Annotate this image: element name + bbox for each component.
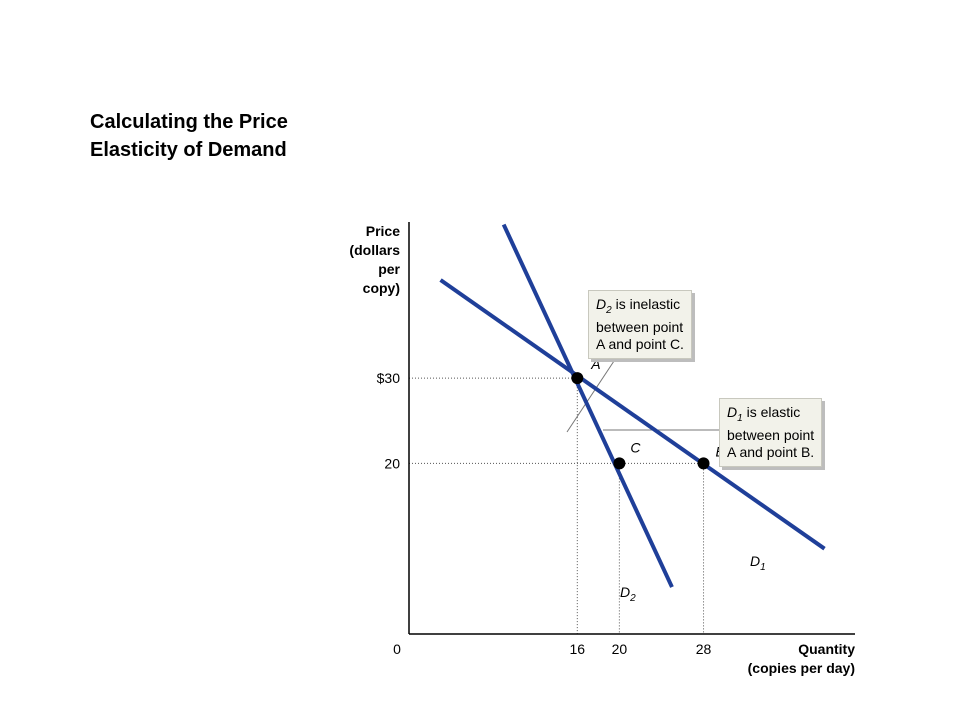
- callout-d2-line-2: between point: [596, 318, 684, 335]
- callout-d1-line-3: A and point B.: [727, 443, 815, 460]
- point-label-c: C: [630, 439, 641, 455]
- y-tick-20: 20: [384, 455, 400, 471]
- point-label-a: A: [590, 356, 600, 372]
- x-tick-20: 20: [612, 641, 628, 657]
- callout-d1-elastic: D1 is elastic between point A and point …: [719, 398, 823, 467]
- y-axis-label-line-3: per: [378, 261, 400, 277]
- callout-d2-leader: [566, 357, 617, 433]
- slide-title-line-2: Elasticity of Demand: [90, 139, 287, 161]
- callout-d2-inelastic: D2 is inelastic between point A and poin…: [588, 290, 692, 359]
- curve-d1: [439, 278, 826, 551]
- point-c: [613, 457, 626, 470]
- point-b: [697, 457, 710, 470]
- callout-d2-line-1: is inelastic: [611, 296, 681, 312]
- x-tick-16: 16: [570, 641, 586, 657]
- callout-d1-line-2: between point: [727, 426, 815, 443]
- x-axis-label-line-1: Quantity: [798, 641, 855, 657]
- x-tick-28: 28: [696, 641, 712, 657]
- slide-title: Calculating the Price Elasticity of Dema…: [90, 108, 288, 164]
- callout-d1-subject: D1: [727, 404, 743, 424]
- y-axis-label-line-2: (dollars: [349, 242, 400, 258]
- x-axis-label-line-2: (copies per day): [748, 660, 855, 676]
- callout-d2-line-3: A and point C.: [596, 335, 684, 352]
- curve-label-d2: D2: [620, 584, 636, 604]
- origin-label: 0: [393, 641, 401, 657]
- y-axis-label-line-4: copy): [363, 280, 400, 296]
- slide-title-line-1: Calculating the Price: [90, 111, 288, 133]
- y-axis-label-line-1: Price: [366, 223, 400, 239]
- point-a: [571, 372, 584, 385]
- curve-d2: [501, 223, 674, 588]
- curve-label-d1: D1: [750, 553, 766, 573]
- y-tick-30: $30: [377, 370, 401, 386]
- callout-d1-line-1: is elastic: [742, 404, 801, 420]
- callout-d2-subject: D2: [596, 296, 612, 316]
